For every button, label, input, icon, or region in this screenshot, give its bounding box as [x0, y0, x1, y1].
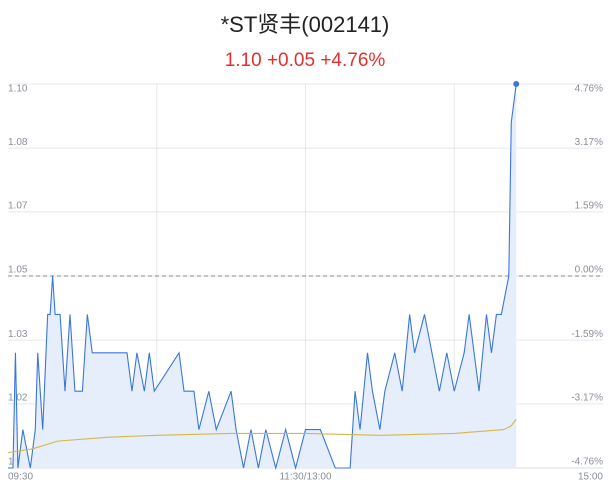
y-tick-label: 1.08	[8, 137, 28, 148]
price-area	[8, 84, 517, 468]
x-tick-label: 11:30/13:00	[279, 472, 332, 483]
chart-title: *ST贤丰(002141)	[221, 12, 390, 37]
y2-tick-label: 4.76%	[575, 84, 603, 95]
x-tick-label: 09:30	[8, 472, 33, 483]
y2-tick-label: 3.17%	[575, 137, 603, 148]
y2-tick-label: -4.76%	[571, 457, 603, 468]
y-tick-label: 1.05	[8, 265, 28, 276]
y-tick-label: 1.03	[8, 329, 28, 340]
x-tick-label: 15:00	[578, 472, 603, 483]
y-tick-label: 1.02	[8, 393, 28, 404]
average-line	[7, 418, 517, 454]
y2-tick-label: 1.59%	[575, 201, 603, 212]
y2-tick-label: -3.17%	[571, 393, 603, 404]
chart-subtitle: 1.10 +0.05 +4.76%	[225, 50, 386, 71]
y-tick-label: 1.07	[8, 201, 28, 212]
y2-tick-label: -1.59%	[571, 329, 603, 340]
last-point	[513, 81, 520, 87]
price-line	[8, 83, 517, 471]
y-tick-label: 1.10	[8, 84, 28, 95]
y2-tick-label: 0.00%	[575, 265, 603, 276]
